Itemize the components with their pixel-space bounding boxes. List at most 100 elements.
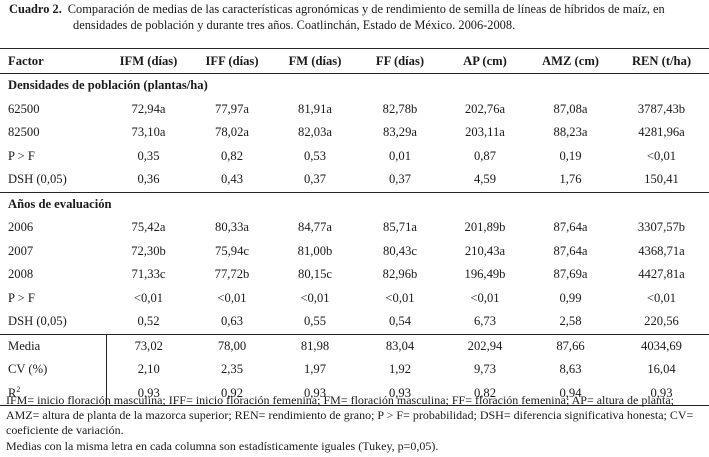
header-cell: Factor (0, 48, 106, 74)
cell-text: 150,41 (644, 172, 679, 187)
row-label-cell: 2008 (0, 263, 106, 287)
table-row: P > F <0,01 <0,01 <0,01 <0,01 <0,01 0,99 <0,01 (0, 287, 709, 311)
cell-text: 82500 (8, 125, 40, 140)
value-cell: 1,76 (527, 168, 614, 192)
cell-text: P > F (8, 290, 35, 305)
value-cell: 0,36 (106, 168, 191, 192)
value-cell: 75,94c (191, 240, 273, 264)
table-row: DSH (0,05) 0,52 0,63 0,55 0,54 6,73 2,58 220,56 (0, 310, 709, 334)
row-label-cell: P > F (0, 287, 106, 311)
cell-text: <0,01 (470, 290, 500, 305)
value-cell: 1,92 (357, 358, 443, 382)
cell-text: 83,04 (385, 338, 415, 353)
header-cell: FF (días) (357, 48, 443, 74)
cell-text: 4368,71a (638, 243, 685, 258)
value-cell: 0,52 (106, 310, 191, 334)
cell-text: 0,99 (559, 290, 582, 305)
value-cell: 3787,43b (614, 98, 709, 122)
cell-text: 0,93 (650, 385, 673, 400)
value-cell: 0,54 (357, 310, 443, 334)
cell-text: 78,02a (215, 125, 249, 140)
cell-text: 4427,81a (638, 267, 685, 282)
value-cell: 0,37 (357, 168, 443, 192)
value-cell: 87,64a (527, 240, 614, 264)
section-row-densidades: Densidades de población (plantas/ha) (0, 74, 709, 98)
value-cell: 150,41 (614, 168, 709, 192)
cell-text: 73,02 (134, 338, 163, 353)
value-cell: 75,42a (106, 216, 191, 240)
cell-text: 88,23a (553, 125, 588, 140)
value-cell: 87,08a (527, 98, 614, 122)
cell-text: 4281,96a (638, 125, 685, 140)
cell-text: 0,55 (303, 314, 327, 329)
value-cell: 0,93 (614, 381, 709, 406)
cell-text: <0,01 (646, 148, 677, 163)
table-row: 2008 71,33c 77,72b 80,15c 82,96b 196,49b 87,69… (0, 263, 709, 287)
value-cell: 87,64a (527, 216, 614, 240)
value-cell: 6,73 (443, 310, 527, 334)
cell-text: 87,69a (553, 267, 588, 282)
row-label-cell: 62500 (0, 98, 106, 122)
cell-text: 77,72b (214, 267, 250, 282)
value-cell: 0,82 (191, 145, 273, 169)
value-cell: 0,43 (191, 168, 273, 192)
value-cell: 1,97 (273, 358, 357, 382)
superscript: 2 (16, 385, 21, 395)
cell-text: 87,64a (553, 220, 588, 235)
value-cell: 77,97a (191, 98, 273, 122)
caption-line-1: Comparación de medias de las característ… (67, 2, 665, 16)
cell-text: 75,42a (131, 220, 166, 235)
value-cell: 4034,69 (614, 333, 709, 358)
caption-label: Cuadro 2. (9, 2, 62, 16)
cell-text: 1,92 (388, 362, 412, 377)
table-caption: Cuadro 2. Comparación de medias de las ca… (9, 1, 703, 33)
cell-text: 0,37 (303, 172, 327, 187)
value-cell: 72,30b (106, 240, 191, 264)
row-label-cell: CV (%) (0, 358, 106, 382)
cell-text: DSH (0,05) (8, 172, 67, 187)
value-cell: 203,11a (443, 121, 527, 145)
value-cell: 0,94 (527, 381, 614, 406)
cell-text: 80,33a (215, 220, 249, 235)
cell-text: 0,53 (303, 148, 327, 163)
cell-text: 0,52 (137, 314, 160, 329)
value-cell: 0,55 (273, 310, 357, 334)
value-cell: 0,92 (191, 381, 273, 406)
cell-text: <0,01 (300, 290, 330, 305)
header-cell: AP (cm) (443, 48, 527, 74)
cell-text: 72,94a (131, 101, 166, 116)
cell-text: 0,43 (220, 172, 244, 187)
footnote-abbreviations: IFM= inicio floración masculina; IFF= in… (6, 393, 694, 438)
cell-text: 16,04 (647, 362, 676, 377)
cell-text: Media (8, 338, 41, 353)
results-table: Factor IFM (días) IFF (días) FM (días) F… (0, 48, 709, 406)
value-cell: 87,69a (527, 263, 614, 287)
cell-text: 82,78b (382, 101, 418, 116)
cell-text: DSH (0,05) (8, 314, 67, 329)
cell-text: 2,10 (137, 362, 160, 377)
table-row: 82500 73,10a 78,02a 82,03a 83,29a 203,11a 88,2… (0, 121, 709, 145)
footnote-tukey: Medias con la misma letra en cada column… (6, 438, 439, 453)
cell-text: 9,73 (473, 362, 497, 377)
value-cell: 72,94a (106, 98, 191, 122)
value-cell: 202,94 (443, 333, 527, 358)
cell-text: 8,63 (559, 362, 582, 377)
cell-text: 62500 (8, 101, 40, 116)
cell-text: 203,11a (465, 125, 505, 140)
value-cell: 80,33a (191, 216, 273, 240)
cell-text: 81,00b (297, 243, 333, 258)
value-cell: 0,93 (105, 381, 191, 406)
value-cell: <0,01 (614, 145, 709, 169)
cell-text: 201,89b (464, 220, 506, 235)
table-row: CV (%) 2,10 2,35 1,97 1,92 9,73 8,63 16,04 (0, 358, 709, 382)
value-cell: 0,99 (527, 287, 614, 311)
value-cell: 85,71a (357, 216, 443, 240)
cell-text: 3307,57b (637, 220, 686, 235)
cell-text: 210,43a (464, 243, 506, 258)
cell-text: 6,73 (473, 314, 497, 329)
value-cell: 81,00b (273, 240, 357, 264)
value-cell: 220,56 (614, 310, 709, 334)
cell-text: 3787,43b (637, 101, 686, 116)
cell-text: 77,97a (215, 101, 249, 116)
value-cell: 81,91a (273, 98, 357, 122)
